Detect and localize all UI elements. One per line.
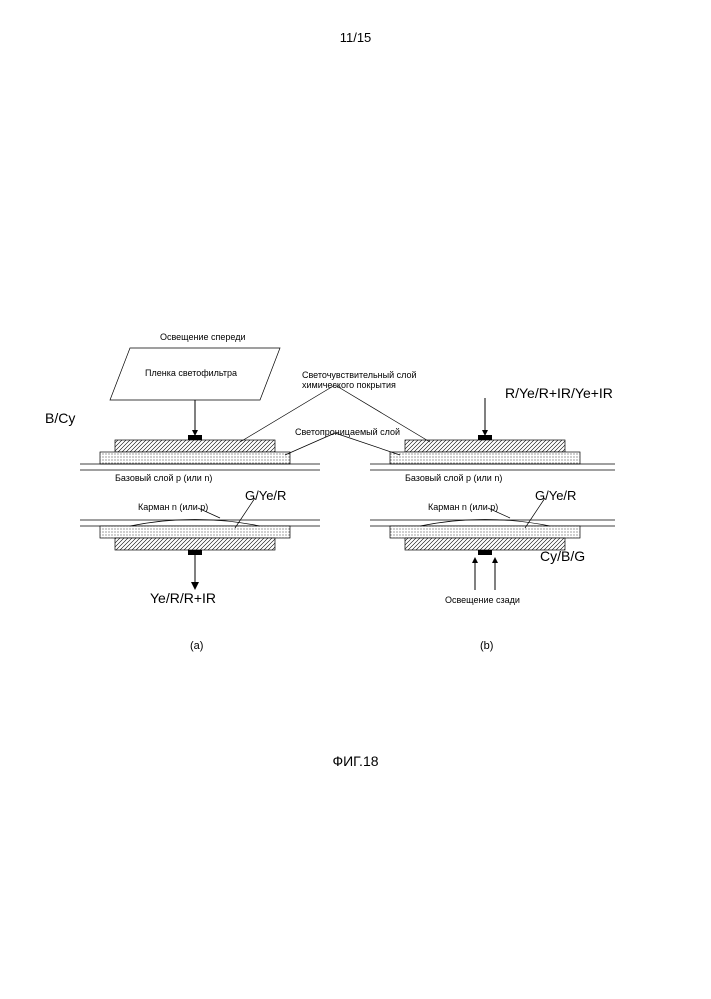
transparent-top-a — [100, 452, 290, 464]
filter-film-label: Пленка светофильтра — [145, 368, 237, 378]
front-light-label: Освещение спереди — [160, 332, 245, 342]
photosensitive-top-a — [115, 440, 275, 452]
right-bot-formula: Сy/B/G — [540, 548, 585, 564]
transparent-label: Светопроницаемый слой — [295, 427, 400, 437]
left-top-formula: B/Cy — [45, 410, 75, 426]
transparent-bot-a — [100, 526, 290, 538]
panel-b-label: (b) — [480, 640, 493, 652]
panel-a-label: (a) — [190, 640, 203, 652]
right-top-formula: R/Ye/R+IR/Ye+IR — [505, 385, 613, 401]
photosensitive-bot-a — [115, 538, 275, 550]
photosensitive-label: Светочувствительный слой химического пок… — [302, 370, 417, 390]
page-number: 11/15 — [340, 30, 372, 45]
contact-top-a — [188, 435, 202, 440]
pocket-curve-b — [420, 520, 550, 527]
right-mid-formula: G/Ye/R — [535, 488, 576, 503]
left-bot-formula: Ye/R/R+IR — [150, 590, 216, 606]
base-layer-a: Базовый слой p (или n) — [115, 473, 212, 483]
contact-top-b — [478, 435, 492, 440]
pocket-b: Карман n (или p) — [428, 502, 498, 512]
transparent-bot-b — [390, 526, 580, 538]
pocket-a: Карман n (или p) — [138, 502, 208, 512]
contact-bot-a — [188, 550, 202, 555]
figure-label: ФИГ.18 — [332, 753, 378, 769]
contact-bot-b — [478, 550, 492, 555]
back-light-label: Освещение сзади — [445, 595, 520, 605]
base-layer-b: Базовый слой p (или n) — [405, 473, 502, 483]
diagram-container: Освещение спереди Пленка светофильтра Св… — [60, 330, 650, 670]
transparent-top-b — [390, 452, 580, 464]
left-mid-formula: G/Ye/R — [245, 488, 286, 503]
pocket-curve-a — [130, 520, 260, 527]
